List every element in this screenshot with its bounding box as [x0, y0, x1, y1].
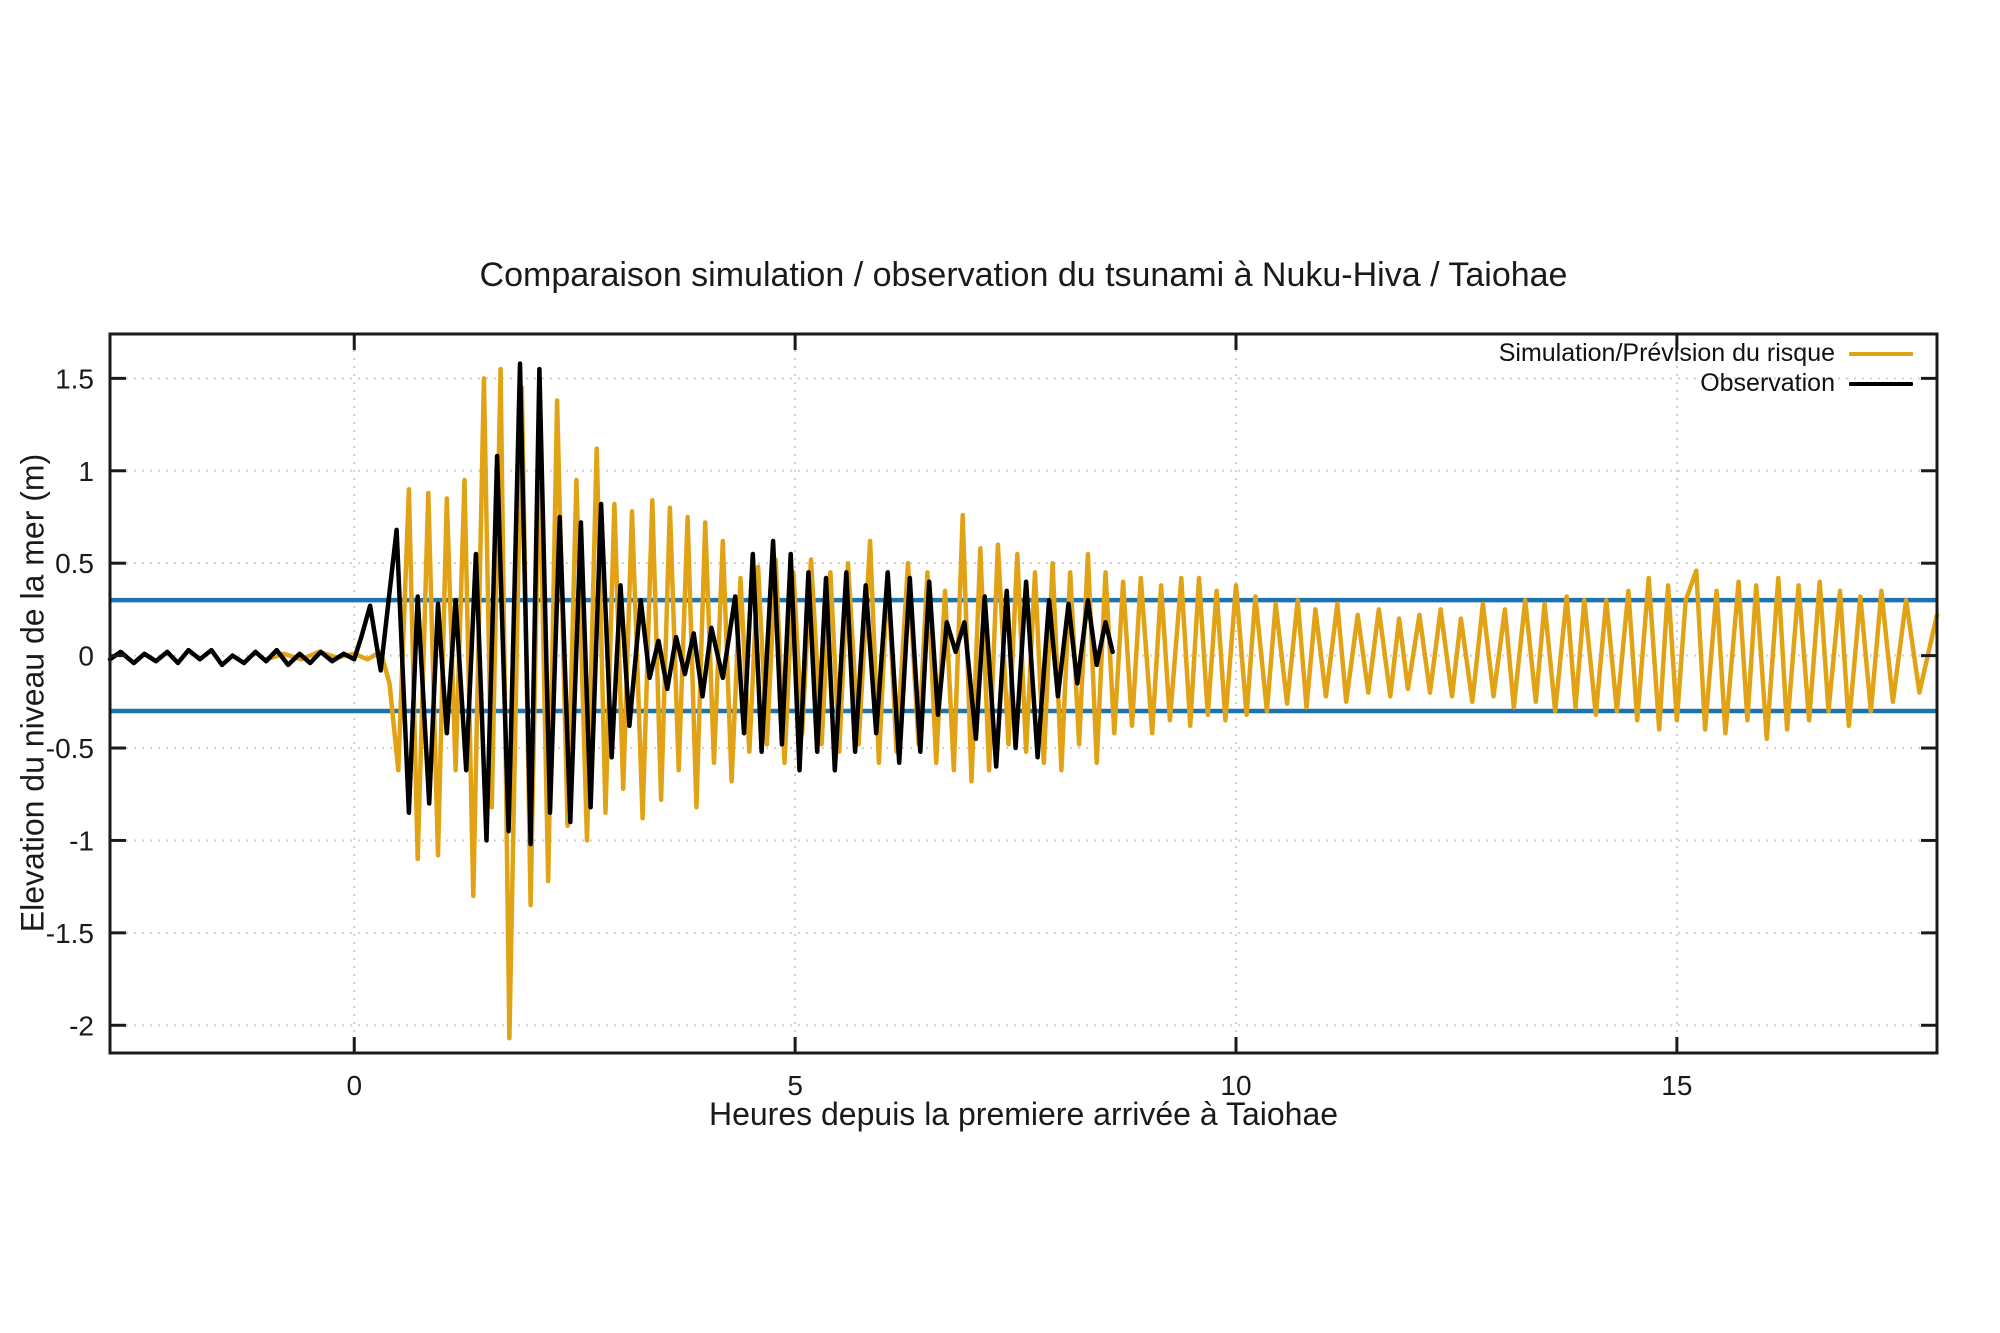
legend-label-observation: Observation	[1700, 369, 1835, 397]
y-tick-label: -1.5	[46, 918, 94, 949]
legend-item-simulation: Simulation/Prévision du risque	[1498, 339, 1913, 367]
x-tick-label: 0	[346, 1070, 362, 1101]
legend-line-simulation-icon	[1849, 351, 1913, 356]
legend-item-observation: Observation	[1499, 369, 1913, 397]
y-tick-label: 0.5	[55, 548, 94, 579]
x-tick-label: 10	[1220, 1070, 1251, 1101]
legend-label-simulation: Simulation/Prévision du risque	[1498, 339, 1835, 367]
y-tick-label: 1	[78, 456, 94, 487]
axis-ticks: 0 5 10 15 1.5 1 0.5 0 -0.5 -1 -1.5 -2	[46, 334, 1937, 1101]
chart-title: Comparaison simulation / observation du …	[479, 256, 1568, 294]
y-tick-label: -2	[69, 1010, 94, 1041]
y-tick-label: 0	[78, 641, 94, 672]
x-tick-label: 5	[787, 1070, 803, 1101]
y-tick-label: -0.5	[46, 733, 94, 764]
y-tick-label: -1	[69, 825, 94, 856]
series-line-1	[107, 361, 1115, 847]
x-tick-label: 15	[1661, 1070, 1692, 1101]
x-axis-label: Heures depuis la premiere arrivée à Taio…	[708, 1096, 1339, 1132]
legend: Simulation/Prévision du risque Observati…	[1498, 339, 1913, 397]
plot-border	[108, 332, 1939, 1055]
legend-line-observation-icon	[1849, 381, 1913, 386]
y-tick-label: 1.5	[55, 363, 94, 394]
